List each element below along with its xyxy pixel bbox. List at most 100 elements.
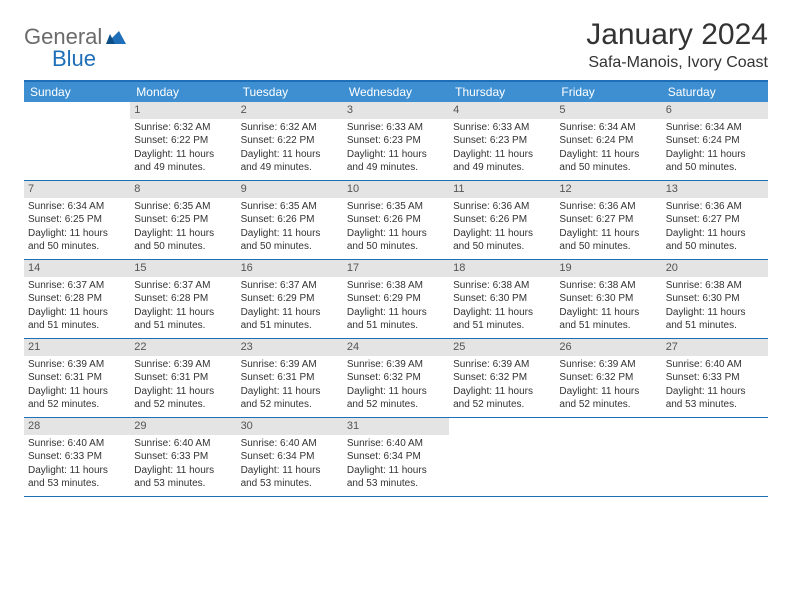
daylight-line: Daylight: 11 hours and 52 minutes. <box>559 385 657 412</box>
daylight-line: Daylight: 11 hours and 49 minutes. <box>453 148 551 175</box>
day-body: Sunrise: 6:39 AMSunset: 6:31 PMDaylight:… <box>130 358 236 412</box>
day-number: 18 <box>449 260 555 277</box>
empty-cell <box>555 418 661 496</box>
day-cell: 26 Sunrise: 6:39 AMSunset: 6:32 PMDayligh… <box>555 339 661 417</box>
daylight-line: Daylight: 11 hours and 50 minutes. <box>666 148 764 175</box>
day-cell: 2Sunrise: 6:32 AMSunset: 6:22 PMDaylight… <box>237 102 343 180</box>
day-number: 8 <box>130 181 236 198</box>
sunset-line: Sunset: 6:29 PM <box>241 292 339 306</box>
day-number: 5 <box>555 102 661 119</box>
sunset-line: Sunset: 6:25 PM <box>28 213 126 227</box>
sunset-line: Sunset: 6:31 PM <box>134 371 232 385</box>
day-cell: 23Sunrise: 6:39 AMSunset: 6:31 PMDayligh… <box>237 339 343 417</box>
daylight-line: Daylight: 11 hours and 52 minutes. <box>28 385 126 412</box>
day-body: Sunrise: 6:34 AMSunset: 6:24 PMDaylight:… <box>662 121 768 175</box>
day-number: 20 <box>662 260 768 277</box>
day-body: Sunrise: 6:35 AMSunset: 6:26 PMDaylight:… <box>237 200 343 254</box>
day-cell: 15Sunrise: 6:37 AMSunset: 6:28 PMDayligh… <box>130 260 236 338</box>
day-number: 22 <box>130 339 236 356</box>
day-number: 29 <box>130 418 236 435</box>
daylight-line: Daylight: 11 hours and 53 minutes. <box>347 464 445 491</box>
day-number: 17 <box>343 260 449 277</box>
sunset-line: Sunset: 6:32 PM <box>559 371 657 385</box>
day-body: Sunrise: 6:37 AMSunset: 6:28 PMDaylight:… <box>130 279 236 333</box>
sunrise-line: Sunrise: 6:39 AM <box>134 358 232 372</box>
daylight-line: Daylight: 11 hours and 53 minutes. <box>134 464 232 491</box>
sunset-line: Sunset: 6:22 PM <box>134 134 232 148</box>
day-number: 28 <box>24 418 130 435</box>
sunrise-line: Sunrise: 6:36 AM <box>666 200 764 214</box>
sunrise-line: Sunrise: 6:35 AM <box>241 200 339 214</box>
day-cell: 28 Sunrise: 6:40 AMSunset: 6:33 PMDayligh… <box>24 418 130 496</box>
sunset-line: Sunset: 6:34 PM <box>241 450 339 464</box>
sunset-line: Sunset: 6:28 PM <box>28 292 126 306</box>
sunrise-line: Sunrise: 6:34 AM <box>28 200 126 214</box>
sunrise-line: Sunrise: 6:40 AM <box>666 358 764 372</box>
sunset-line: Sunset: 6:33 PM <box>134 450 232 464</box>
empty-cell <box>449 418 555 496</box>
sunset-line: Sunset: 6:26 PM <box>453 213 551 227</box>
sunrise-line: Sunrise: 6:39 AM <box>347 358 445 372</box>
sunrise-line: Sunrise: 6:38 AM <box>559 279 657 293</box>
day-number: 25 <box>449 339 555 356</box>
day-body: Sunrise: 6:38 AMSunset: 6:29 PMDaylight:… <box>343 279 449 333</box>
day-body: Sunrise: 6:34 AMSunset: 6:25 PMDaylight:… <box>24 200 130 254</box>
sunset-line: Sunset: 6:30 PM <box>559 292 657 306</box>
sunset-line: Sunset: 6:25 PM <box>134 213 232 227</box>
day-cell: 17 Sunrise: 6:38 AMSunset: 6:29 PMDayligh… <box>343 260 449 338</box>
day-number: 10 <box>343 181 449 198</box>
daylight-line: Daylight: 11 hours and 51 minutes. <box>559 306 657 333</box>
sunset-line: Sunset: 6:33 PM <box>28 450 126 464</box>
location: Safa-Manois, Ivory Coast <box>586 54 768 72</box>
sunrise-line: Sunrise: 6:40 AM <box>241 437 339 451</box>
day-body: Sunrise: 6:38 AMSunset: 6:30 PMDaylight:… <box>662 279 768 333</box>
weekday-header: Monday <box>130 82 236 102</box>
sunrise-line: Sunrise: 6:39 AM <box>559 358 657 372</box>
title-block: January 2024 Safa-Manois, Ivory Coast <box>586 18 768 72</box>
sunset-line: Sunset: 6:23 PM <box>347 134 445 148</box>
sunrise-line: Sunrise: 6:36 AM <box>559 200 657 214</box>
day-number: 3 <box>343 102 449 119</box>
day-cell: 10Sunrise: 6:35 AMSunset: 6:26 PMDayligh… <box>343 181 449 259</box>
day-number: 26 <box>555 339 661 356</box>
day-cell: 13Sunrise: 6:36 AMSunset: 6:27 PMDayligh… <box>662 181 768 259</box>
sunrise-line: Sunrise: 6:37 AM <box>28 279 126 293</box>
sunrise-line: Sunrise: 6:39 AM <box>453 358 551 372</box>
weekday-header: Friday <box>555 82 661 102</box>
daylight-line: Daylight: 11 hours and 50 minutes. <box>134 227 232 254</box>
sunset-line: Sunset: 6:32 PM <box>347 371 445 385</box>
daylight-line: Daylight: 11 hours and 50 minutes. <box>241 227 339 254</box>
weekday-header: Saturday <box>662 82 768 102</box>
day-body: Sunrise: 6:37 AMSunset: 6:28 PMDaylight:… <box>24 279 130 333</box>
day-body: Sunrise: 6:40 AMSunset: 6:33 PMDaylight:… <box>24 437 130 491</box>
day-number: 30 <box>237 418 343 435</box>
sunrise-line: Sunrise: 6:32 AM <box>241 121 339 135</box>
day-body: Sunrise: 6:39 AMSunset: 6:32 PMDaylight:… <box>449 358 555 412</box>
day-cell: 8Sunrise: 6:35 AMSunset: 6:25 PMDaylight… <box>130 181 236 259</box>
daylight-line: Daylight: 11 hours and 53 minutes. <box>666 385 764 412</box>
daylight-line: Daylight: 11 hours and 50 minutes. <box>347 227 445 254</box>
sunrise-line: Sunrise: 6:35 AM <box>347 200 445 214</box>
sunset-line: Sunset: 6:26 PM <box>241 213 339 227</box>
day-body: Sunrise: 6:36 AMSunset: 6:27 PMDaylight:… <box>662 200 768 254</box>
day-cell: 22 Sunrise: 6:39 AMSunset: 6:31 PMDayligh… <box>130 339 236 417</box>
sunrise-line: Sunrise: 6:40 AM <box>134 437 232 451</box>
calendar: SundayMondayTuesdayWednesdayThursdayFrid… <box>24 80 768 497</box>
day-body: Sunrise: 6:38 AMSunset: 6:30 PMDaylight:… <box>555 279 661 333</box>
day-cell: 31Sunrise: 6:40 AMSunset: 6:34 PMDayligh… <box>343 418 449 496</box>
day-cell: 1Sunrise: 6:32 AMSunset: 6:22 PMDaylight… <box>130 102 236 180</box>
day-number: 23 <box>237 339 343 356</box>
day-cell: 6Sunrise: 6:34 AMSunset: 6:24 PMDaylight… <box>662 102 768 180</box>
sunrise-line: Sunrise: 6:40 AM <box>28 437 126 451</box>
weekday-header: Wednesday <box>343 82 449 102</box>
sunrise-line: Sunrise: 6:40 AM <box>347 437 445 451</box>
day-number: 1 <box>130 102 236 119</box>
day-number: 27 <box>662 339 768 356</box>
daylight-line: Daylight: 11 hours and 53 minutes. <box>241 464 339 491</box>
day-cell: 14Sunrise: 6:37 AMSunset: 6:28 PMDayligh… <box>24 260 130 338</box>
week-row: 14Sunrise: 6:37 AMSunset: 6:28 PMDayligh… <box>24 260 768 339</box>
day-body: Sunrise: 6:33 AMSunset: 6:23 PMDaylight:… <box>449 121 555 175</box>
daylight-line: Daylight: 11 hours and 53 minutes. <box>28 464 126 491</box>
day-number: 21 <box>24 339 130 356</box>
day-number: 24 <box>343 339 449 356</box>
